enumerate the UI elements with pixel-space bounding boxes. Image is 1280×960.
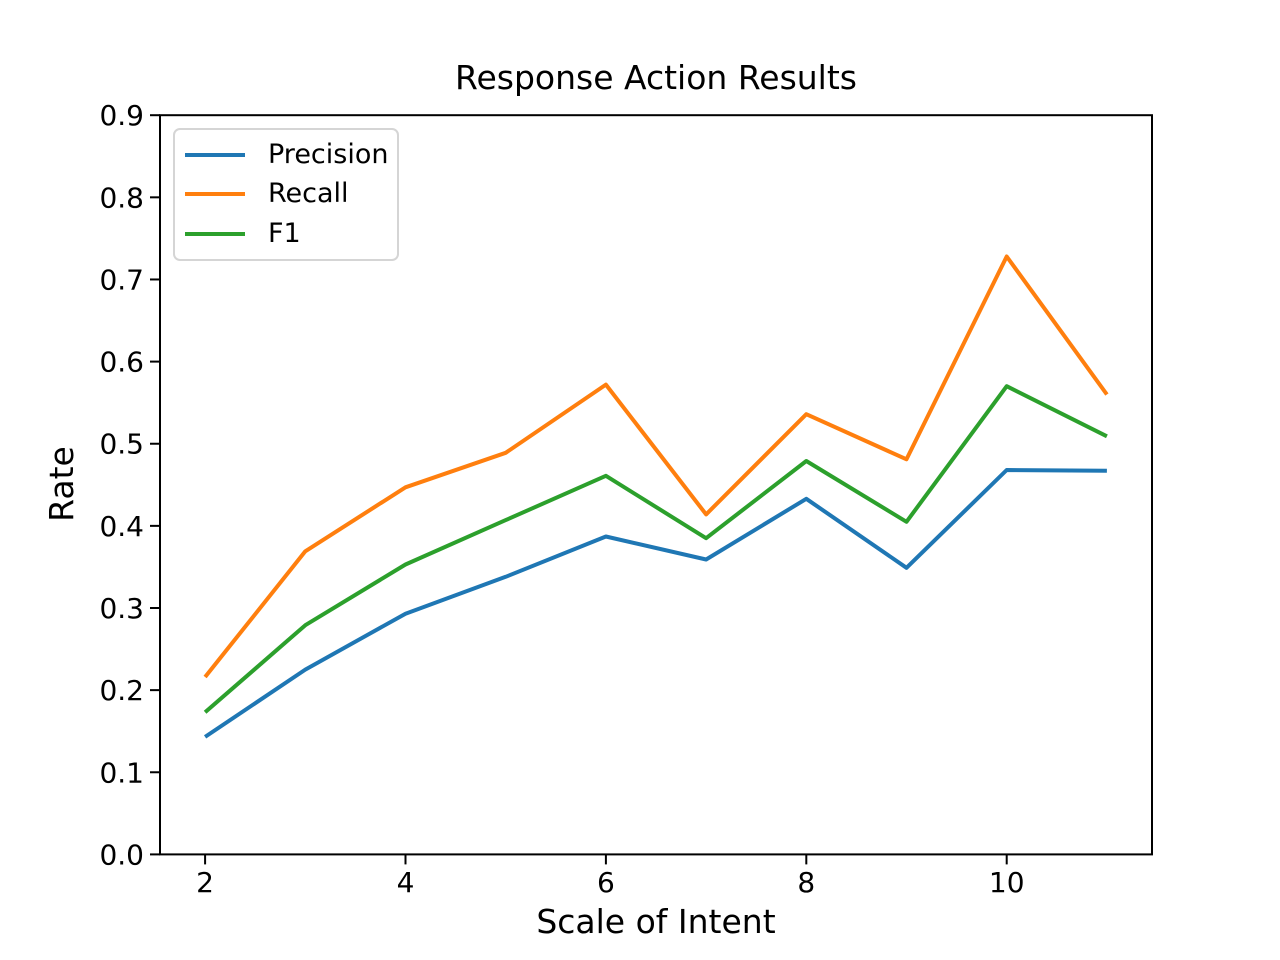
y-tick-label: 0.6 — [99, 346, 144, 379]
y-axis-ticks: 0.0 0.1 0.2 0.3 0.4 0.5 0.6 0.7 0.8 0.9 — [99, 99, 160, 871]
series-line-precision — [203, 468, 1107, 739]
y-tick-label: 0.7 — [99, 263, 144, 296]
x-tick-label: 2 — [196, 866, 214, 899]
x-axis-label: Scale of Intent — [536, 902, 776, 941]
legend-label-precision: Precision — [268, 138, 389, 170]
y-tick-label: 0.1 — [99, 756, 144, 789]
legend-item-recall: Recall — [175, 178, 397, 210]
y-tick-label: 0.2 — [99, 674, 144, 707]
series-line-recall — [203, 254, 1109, 679]
x-tick-label: 10 — [989, 866, 1025, 899]
legend-swatch-f1 — [185, 232, 245, 237]
legend-item-f1: F1 — [175, 218, 397, 250]
legend-swatch-recall — [185, 192, 245, 197]
y-tick-label: 0.0 — [99, 838, 144, 871]
x-tick-label: 4 — [397, 866, 415, 899]
y-tick-label: 0.5 — [99, 428, 144, 461]
legend-swatch-precision — [185, 152, 245, 157]
y-tick-label: 0.4 — [99, 510, 144, 543]
legend-item-precision: Precision — [175, 139, 397, 171]
chart-title: Response Action Results — [455, 58, 857, 97]
series-lines — [203, 254, 1109, 739]
plot-border — [159, 114, 1153, 856]
y-tick-label: 0.9 — [99, 99, 144, 132]
series-line-f1 — [203, 384, 1108, 714]
legend: Precision Recall F1 — [173, 128, 399, 261]
x-tick-label: 8 — [797, 866, 815, 899]
legend-label-f1: F1 — [268, 218, 301, 250]
y-tick-label: 0.8 — [99, 181, 144, 214]
y-tick-label: 0.3 — [99, 592, 144, 625]
legend-label-recall: Recall — [268, 178, 349, 210]
x-tick-label: 6 — [597, 866, 615, 899]
x-axis-ticks: 2 4 6 8 10 — [196, 854, 1025, 899]
